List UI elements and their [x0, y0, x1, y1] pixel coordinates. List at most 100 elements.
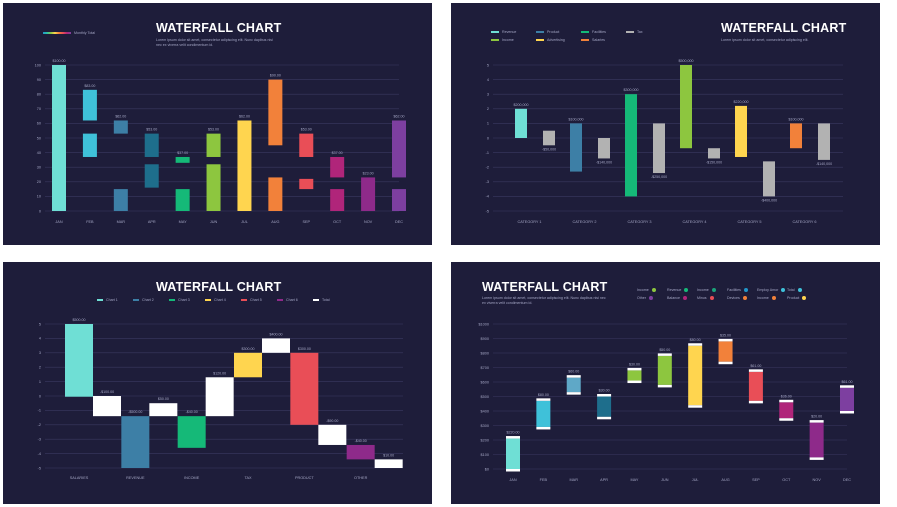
- y-tick-label: 50: [37, 136, 41, 140]
- bar-cap: [718, 361, 733, 365]
- legend-item: Employ Amor: [757, 288, 786, 292]
- legend-swatch: [536, 30, 544, 34]
- bar: [597, 396, 612, 417]
- x-tick-label: JAN: [509, 478, 516, 482]
- bar-cap: [809, 457, 824, 460]
- legend-label: Chart 5: [250, 298, 262, 302]
- legend-label: Income: [757, 296, 769, 300]
- x-tick-label: CATEGORY 1: [517, 220, 541, 224]
- y-tick-label: 90: [37, 78, 41, 82]
- bar: [536, 400, 551, 427]
- x-tick-label: TAX: [244, 476, 252, 480]
- y-tick-label: -1: [38, 409, 41, 413]
- y-tick-label: 60: [37, 122, 41, 126]
- data-label: $53.00: [146, 128, 157, 132]
- legend-item: Chart 3: [169, 298, 190, 302]
- legend-item: Advertising: [536, 38, 565, 42]
- legend-swatch: [742, 296, 747, 300]
- legend-label: Tax: [637, 30, 643, 34]
- data-label: $62.00: [394, 114, 405, 118]
- legend-swatch: [771, 296, 776, 300]
- legend-swatch: [313, 298, 319, 302]
- legend-item: Income: [491, 38, 514, 42]
- legend-item: Chart 5: [241, 298, 262, 302]
- legend-swatch: [581, 38, 589, 42]
- bar-cap: [627, 367, 642, 371]
- chart-svg: -5 -4 -3 -2 -1 0 1 2 3 4 5 CATEGORY 1 CATEGORY 2 CATE…: [486, 59, 843, 224]
- bar: [653, 123, 665, 174]
- bar: [570, 123, 582, 172]
- legend-label: Monthly Total: [74, 31, 96, 35]
- x-tick-label: APR: [148, 220, 156, 224]
- y-tick-label: $0: [485, 467, 489, 471]
- legend-swatch: [581, 30, 589, 34]
- y-tick-label: 20: [37, 180, 41, 184]
- bar: [598, 138, 610, 159]
- bar: [234, 352, 262, 378]
- legend-label: Revenue: [667, 288, 682, 292]
- legend-label: Income: [697, 288, 709, 292]
- legend-label: Chart 4: [214, 298, 226, 302]
- bar: [374, 459, 403, 468]
- data-label: -$140,000: [816, 162, 832, 166]
- y-tick-label: -2: [486, 166, 489, 170]
- data-label: $400.00: [270, 332, 283, 336]
- legend: Monthly Total: [43, 31, 95, 35]
- bar-cap: [597, 394, 612, 397]
- legend-item: Tax: [626, 30, 643, 34]
- x-tick-label: CATEGORY 5: [737, 220, 761, 224]
- y-tick-label: $600: [481, 380, 489, 384]
- bar: [688, 345, 703, 406]
- data-label: -$40.00: [355, 439, 367, 443]
- x-tick-label: JUN: [210, 220, 218, 224]
- x-tick-label: NOV: [813, 478, 822, 482]
- bar-cap: [657, 353, 672, 356]
- bar: [840, 387, 854, 411]
- legend-label: Salaries: [592, 38, 605, 42]
- bar: [818, 123, 830, 160]
- bar: [121, 416, 150, 468]
- y-tick-label: 1: [487, 122, 489, 126]
- bar: [779, 402, 794, 419]
- y-tick-label: 40: [37, 151, 41, 155]
- bar: [144, 133, 159, 157]
- y-tick-label: -3: [486, 180, 489, 184]
- legend-label: Total: [322, 298, 330, 302]
- bar: [318, 424, 347, 445]
- bar: [268, 79, 283, 146]
- bar: [680, 65, 692, 149]
- slide-title: WATERFALL CHART: [482, 280, 608, 294]
- bar: [330, 189, 345, 211]
- x-tick-label: AUG: [721, 478, 729, 482]
- y-tick-label: 100: [35, 63, 41, 67]
- legend-item: Total: [787, 288, 802, 292]
- bar: [392, 189, 406, 211]
- bar: [361, 177, 376, 211]
- bar: [206, 133, 221, 157]
- slide-title: WATERFALL CHART: [156, 21, 282, 35]
- legend-item: Product: [787, 296, 807, 300]
- y-tick-label: 1: [39, 380, 41, 384]
- legend-swatch: [797, 288, 802, 292]
- legend-item: Income: [697, 288, 716, 292]
- y-tick-label: 4: [487, 78, 489, 82]
- legend-swatch: [649, 296, 653, 300]
- legend-label: Balance: [667, 296, 680, 300]
- bar: [809, 422, 824, 458]
- y-tick-label: -4: [38, 452, 41, 456]
- legend-item: Revenue: [491, 30, 516, 34]
- legend-item: Devices: [727, 296, 747, 300]
- data-label: $500.00: [73, 318, 86, 322]
- data-label: $200,000: [514, 103, 529, 107]
- x-tick-label: NOV: [364, 220, 373, 224]
- y-tick-label: 30: [37, 166, 41, 170]
- x-tick-label: INCOME: [184, 476, 200, 480]
- bar: [625, 94, 637, 197]
- bar-cap: [566, 375, 581, 378]
- y-tick-label: 3: [487, 93, 489, 97]
- bar: [392, 120, 406, 178]
- data-label: $30.00: [629, 362, 640, 366]
- legend-label: Income: [502, 38, 514, 42]
- legend-label: Chart 3: [178, 298, 190, 302]
- bar-cap: [748, 369, 763, 372]
